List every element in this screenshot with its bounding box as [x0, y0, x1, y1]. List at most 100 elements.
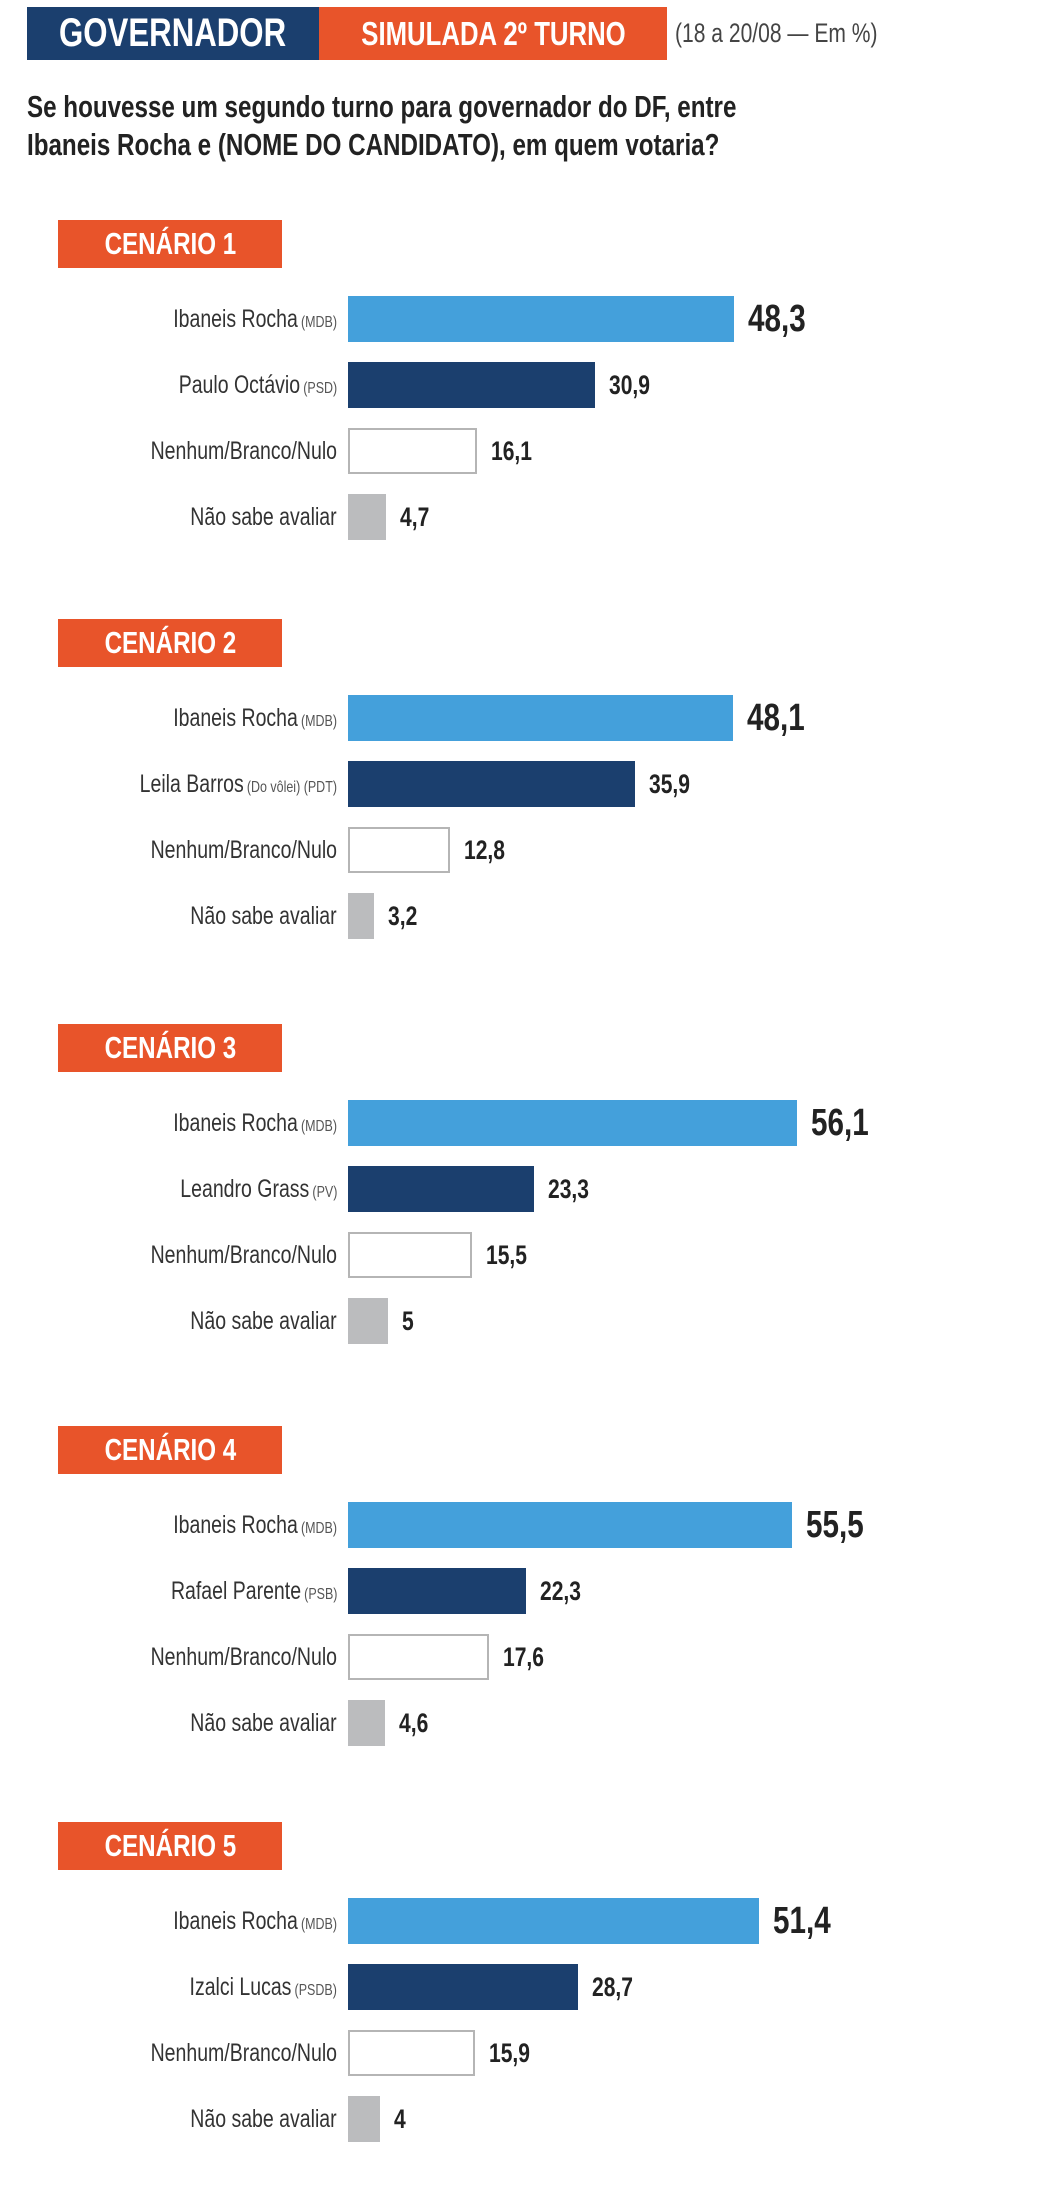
bar-row: Ibaneis Rocha (MDB) 55,5: [0, 1502, 1059, 1548]
bar-value-text: 4,7: [399, 501, 429, 532]
bar-opponent: [348, 1568, 527, 1614]
bar-label-name: Não sabe avaliar: [190, 1306, 337, 1335]
bar-value-text: 23,3: [548, 1173, 590, 1204]
bar-label: Não sabe avaliar: [149, 1298, 337, 1344]
bar-value: 5: [402, 1298, 417, 1344]
section-title: GOVERNADOR: [27, 7, 319, 60]
bar-label: Leandro Grass (PV): [136, 1166, 337, 1212]
bar-label-party: (MDB): [300, 313, 337, 331]
scenario-label-text: CENÁRIO 2: [104, 625, 236, 660]
scenario-label: CENÁRIO 1: [58, 220, 282, 268]
bar-row: Izalci Lucas (PSDB) 28,7: [0, 1964, 1059, 2010]
bar-label-party: (MDB): [300, 1915, 337, 1933]
bar-value: 17,6: [503, 1634, 556, 1680]
bar-label-name: Não sabe avaliar: [190, 502, 337, 531]
bar-label: Nenhum/Branco/Nulo: [98, 2030, 337, 2076]
bar-value: 22,3: [540, 1568, 593, 1614]
bar-value: 16,1: [491, 428, 544, 474]
bar-ibaneis: [348, 695, 733, 741]
bar-row: Ibaneis Rocha (MDB) 48,3: [0, 296, 1059, 342]
bar-row: Não sabe avaliar 3,2: [0, 893, 1059, 939]
bar-value: 4,7: [400, 494, 438, 540]
bar-value-text: 4: [394, 2103, 406, 2134]
bar-nenhum: [348, 2030, 476, 2076]
bar-value-text: 17,6: [502, 1641, 544, 1672]
scenario-label: CENÁRIO 2: [58, 619, 282, 667]
bar-opponent: [348, 1166, 535, 1212]
bar-value-text: 12,8: [464, 834, 506, 865]
bar-label: Nenhum/Branco/Nulo: [98, 1634, 337, 1680]
bar-value-text: 35,9: [649, 768, 691, 799]
bar-ibaneis: [348, 1100, 797, 1146]
bar-label-name: Nenhum/Branco/Nulo: [150, 436, 337, 465]
bar-label: Não sabe avaliar: [149, 1700, 337, 1746]
bar-row: Ibaneis Rocha (MDB) 48,1: [0, 695, 1059, 741]
bar-value: 48,3: [748, 296, 822, 342]
bar-label-name: Nenhum/Branco/Nulo: [150, 1642, 337, 1671]
bar-nao_sabe: [348, 1700, 385, 1746]
bar-label-party: (PSDB): [294, 1981, 337, 1999]
bar-label-name: Ibaneis Rocha: [173, 1906, 298, 1935]
date-note: (18 a 20/08 — Em %): [675, 18, 935, 49]
bar-value: 35,9: [649, 761, 702, 807]
bar-nao_sabe: [348, 893, 374, 939]
bar-label: Izalci Lucas (PSDB): [148, 1964, 337, 2010]
bar-value-text: 30,9: [609, 369, 651, 400]
bar-ibaneis: [348, 296, 735, 342]
bar-label-party: (MDB): [300, 1117, 337, 1135]
bar-row: Não sabe avaliar 5: [0, 1298, 1059, 1344]
bar-label: Não sabe avaliar: [149, 893, 337, 939]
bar-label: Ibaneis Rocha (MDB): [127, 1898, 337, 1944]
bar-value-text: 22,3: [540, 1575, 582, 1606]
bar-row: Não sabe avaliar 4,6: [0, 1700, 1059, 1746]
bar-nenhum: [348, 1634, 489, 1680]
bar-label-name: Ibaneis Rocha: [173, 304, 298, 333]
bar-nenhum: [348, 428, 477, 474]
bar-label-party: (MDB): [300, 1519, 337, 1537]
bar-value: 28,7: [592, 1964, 645, 2010]
bar-label-name: Paulo Octávio: [178, 370, 300, 399]
bar-label-name: Leandro Grass: [179, 1174, 309, 1203]
bar-opponent: [348, 1964, 578, 2010]
bar-value: 4: [394, 2096, 409, 2142]
bar-value-text: 51,4: [773, 1899, 831, 1942]
bar-label-name: Ibaneis Rocha: [173, 1108, 298, 1137]
bar-label-party: (PSB): [303, 1585, 337, 1603]
bar-label-name: Nenhum/Branco/Nulo: [150, 1240, 337, 1269]
bar-value: 30,9: [609, 362, 662, 408]
scenario-3: CENÁRIO 3 Ibaneis Rocha (MDB) 56,1 Leandr…: [0, 1024, 1059, 1404]
bar-row: Leila Barros (Do vôlei) (PDT) 35,9: [0, 761, 1059, 807]
bar-row: Nenhum/Branco/Nulo 17,6: [0, 1634, 1059, 1680]
chart-header: GOVERNADOR SIMULADA 2º TURNO (18 a 20/08…: [27, 7, 935, 60]
question-text: Se houvesse um segundo turno para govern…: [27, 88, 1059, 164]
bar-value: 3,2: [388, 893, 426, 939]
scenario-label-text: CENÁRIO 4: [104, 1432, 236, 1467]
bar-label-party: (PSD): [303, 379, 337, 397]
scenario-label-text: CENÁRIO 3: [104, 1030, 236, 1065]
bar-opponent: [348, 362, 596, 408]
bar-value: 15,5: [486, 1232, 539, 1278]
bar-row: Paulo Octávio (PSD) 30,9: [0, 362, 1059, 408]
bar-row: Ibaneis Rocha (MDB) 51,4: [0, 1898, 1059, 1944]
bar-label-name: Nenhum/Branco/Nulo: [150, 835, 337, 864]
bar-value: 15,9: [489, 2030, 542, 2076]
bar-nao_sabe: [348, 1298, 388, 1344]
bar-ibaneis: [348, 1502, 792, 1548]
scenario-label: CENÁRIO 4: [58, 1426, 282, 1474]
scenario-2: CENÁRIO 2 Ibaneis Rocha (MDB) 48,1 Leila …: [0, 619, 1059, 999]
bar-label: Nenhum/Branco/Nulo: [98, 428, 337, 474]
bar-value-text: 3,2: [387, 900, 417, 931]
bar-value-text: 5: [402, 1305, 414, 1336]
bar-value: 51,4: [773, 1898, 847, 1944]
scenario-4: CENÁRIO 4 Ibaneis Rocha (MDB) 55,5 Rafael…: [0, 1426, 1059, 1806]
bar-row: Leandro Grass (PV) 23,3: [0, 1166, 1059, 1212]
bar-value-text: 15,9: [489, 2037, 531, 2068]
bar-label-party: (MDB): [300, 712, 337, 730]
bar-value-text: 55,5: [806, 1503, 864, 1546]
bar-label-name: Ibaneis Rocha: [173, 703, 298, 732]
bar-label-name: Izalci Lucas: [189, 1972, 292, 2001]
bar-value: 48,1: [747, 695, 821, 741]
bar-row: Nenhum/Branco/Nulo 15,5: [0, 1232, 1059, 1278]
scenario-label: CENÁRIO 5: [58, 1822, 282, 1870]
bar-label-name: Não sabe avaliar: [190, 901, 337, 930]
